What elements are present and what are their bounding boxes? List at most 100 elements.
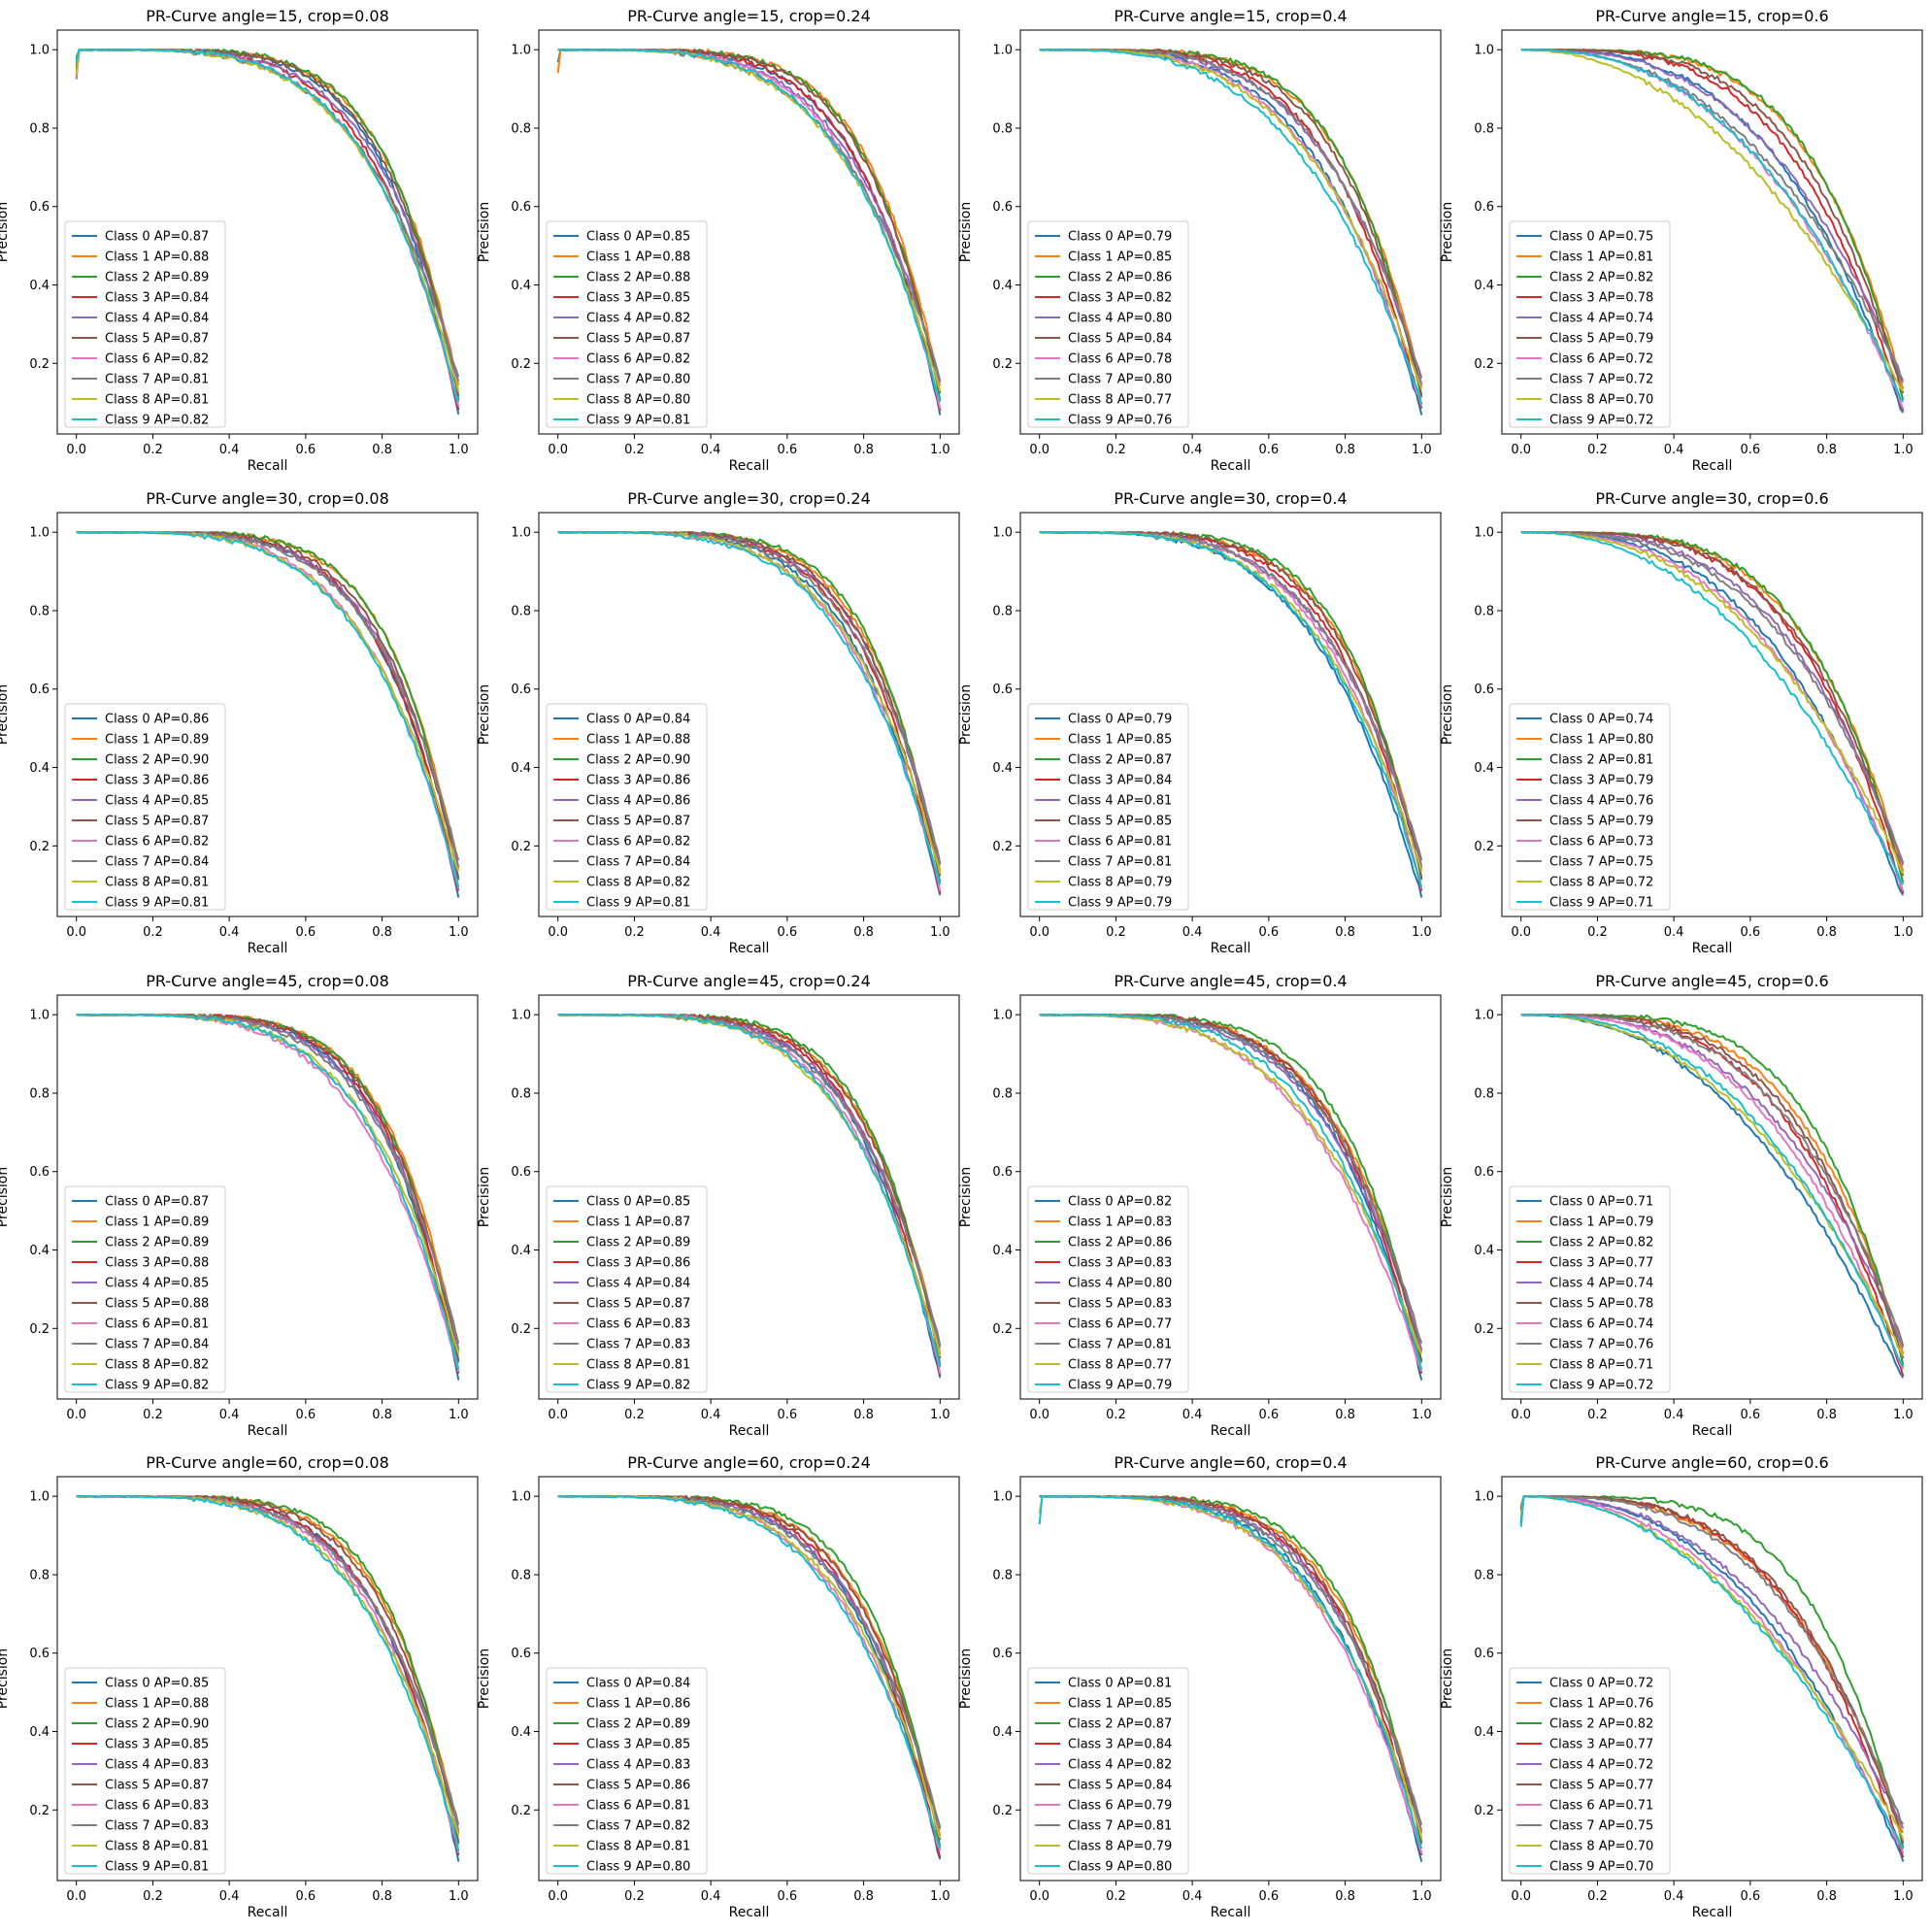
x-tick-label: 0.2 [1587, 443, 1608, 457]
legend-label: Class 2 AP=0.89 [105, 1236, 209, 1250]
y-tick-label: 0.4 [1474, 1244, 1494, 1258]
y-axis-label: Precision [477, 1167, 492, 1227]
legend-label: Class 6 AP=0.81 [586, 1799, 690, 1814]
x-tick-label: 0.0 [548, 443, 568, 457]
legend-label: Class 7 AP=0.76 [1549, 1338, 1653, 1352]
legend: Class 0 AP=0.74 Class 1 AP=0.80 Class 2 AP… [1509, 703, 1671, 911]
legend-label: Class 0 AP=0.85 [105, 1677, 209, 1691]
legend-label: Class 4 AP=0.80 [1068, 312, 1172, 326]
y-tick-label: 1.0 [511, 1490, 531, 1505]
x-tick-label: 0.8 [1816, 443, 1837, 457]
x-tick-label: 0.4 [1182, 443, 1203, 457]
legend-box [64, 703, 226, 911]
curves-group [76, 1013, 460, 1381]
x-axis-label: Recall [1211, 1423, 1251, 1439]
y-tick-label: 1.0 [29, 44, 50, 58]
legend-label: Class 8 AP=0.70 [1549, 393, 1653, 408]
legend-label: Class 1 AP=0.85 [1068, 250, 1172, 265]
y-tick-label: 0.6 [992, 683, 1013, 697]
legend-label: Class 9 AP=0.80 [586, 1860, 690, 1875]
x-tick-label: 0.2 [143, 925, 163, 940]
x-tick-label: 1.0 [449, 1408, 469, 1422]
x-tick-label: 0.6 [1741, 443, 1761, 457]
x-axis-label: Recall [729, 458, 770, 474]
x-tick-label: 0.6 [1741, 1408, 1761, 1422]
y-tick-label: 0.6 [992, 1165, 1013, 1180]
legend-label: Class 1 AP=0.89 [105, 733, 209, 748]
legend-label: Class 8 AP=0.79 [1068, 876, 1172, 890]
curve-class-9 [557, 49, 942, 403]
y-tick-label: 0.8 [992, 1086, 1013, 1101]
y-tick-label: 0.6 [29, 200, 50, 215]
legend-label: Class 1 AP=0.85 [1068, 1697, 1172, 1712]
y-tick-label: 0.2 [511, 1322, 531, 1337]
curves-group [1039, 530, 1423, 898]
legend-label: Class 6 AP=0.81 [1068, 835, 1172, 849]
legend: Class 0 AP=0.86 Class 1 AP=0.89 Class 2 AP… [64, 703, 226, 911]
y-tick-label: 0.6 [511, 683, 531, 697]
y-axis-label: Precision [958, 202, 974, 262]
legend-label: Class 1 AP=0.80 [1549, 733, 1653, 748]
y-tick-label: 0.2 [1474, 357, 1494, 372]
y-tick-label: 0.8 [992, 121, 1013, 136]
x-axis-label: Recall [1692, 941, 1733, 956]
x-tick-label: 0.4 [1664, 925, 1684, 940]
curve-class-9 [1520, 531, 1905, 885]
panel-title: PR-Curve angle=15, crop=0.4 [1114, 7, 1347, 25]
y-tick-label: 0.8 [511, 1086, 531, 1101]
legend-label: Class 8 AP=0.82 [586, 876, 690, 890]
y-tick-label: 0.8 [511, 1568, 531, 1582]
y-tick-label: 0.6 [511, 1647, 531, 1661]
x-tick-label: 0.0 [1511, 1889, 1531, 1904]
x-tick-label: 0.0 [548, 1889, 568, 1904]
panel-title: PR-Curve angle=30, crop=0.24 [627, 489, 871, 508]
x-tick-label: 0.8 [853, 1889, 874, 1904]
curves-group [1520, 531, 1905, 896]
pr-curve-panel: PR-Curve angle=45, crop=0.4 0.0 0.2 0.4 0.6 0… [958, 972, 1442, 1439]
curve-class-9 [75, 48, 460, 403]
x-tick-label: 0.6 [296, 1408, 316, 1422]
x-tick-label: 1.0 [930, 443, 950, 457]
legend-label: Class 0 AP=0.74 [1549, 713, 1653, 727]
legend-label: Class 8 AP=0.77 [1068, 393, 1172, 408]
y-tick-label: 0.2 [1474, 1804, 1494, 1818]
y-tick-label: 0.8 [1474, 1086, 1494, 1101]
y-tick-label: 0.2 [1474, 1322, 1494, 1337]
y-tick-label: 0.4 [511, 279, 531, 293]
x-axis-label: Recall [1211, 941, 1251, 956]
x-tick-label: 1.0 [1893, 1408, 1914, 1422]
legend-label: Class 7 AP=0.72 [1549, 373, 1653, 387]
legend-label: Class 1 AP=0.79 [1549, 1216, 1653, 1230]
legend: Class 0 AP=0.84 Class 1 AP=0.88 Class 2 AP… [546, 703, 708, 911]
legend-label: Class 5 AP=0.84 [1068, 332, 1172, 347]
legend-label: Class 0 AP=0.84 [586, 713, 690, 727]
legend-label: Class 7 AP=0.82 [586, 1819, 690, 1834]
legend-label: Class 0 AP=0.87 [105, 230, 209, 245]
x-tick-label: 0.8 [853, 443, 874, 457]
panel-title: PR-Curve angle=60, crop=0.24 [627, 1453, 871, 1472]
x-tick-label: 0.0 [1029, 1889, 1049, 1904]
legend-box [64, 1185, 226, 1393]
x-tick-label: 0.6 [296, 443, 316, 457]
legend-label: Class 3 AP=0.84 [1068, 1738, 1172, 1752]
y-axis-label: Precision [1440, 1649, 1455, 1709]
x-tick-label: 1.0 [1412, 1408, 1432, 1422]
x-tick-label: 0.0 [66, 1889, 86, 1904]
legend-box [1027, 1667, 1189, 1875]
legend-label: Class 7 AP=0.81 [1068, 855, 1172, 870]
legend-label: Class 5 AP=0.88 [105, 1297, 209, 1312]
x-tick-label: 0.4 [701, 1889, 721, 1904]
legend-label: Class 9 AP=0.79 [1068, 1379, 1172, 1393]
axes-frame [538, 29, 960, 435]
x-tick-label: 0.4 [219, 925, 240, 940]
y-tick-label: 0.2 [511, 1804, 531, 1818]
y-tick-label: 0.6 [29, 1165, 50, 1180]
legend-label: Class 0 AP=0.85 [586, 230, 690, 245]
legend-label: Class 8 AP=0.70 [1549, 1840, 1653, 1854]
y-tick-label: 0.6 [1474, 200, 1494, 215]
legend-label: Class 1 AP=0.88 [586, 250, 690, 265]
x-tick-label: 0.4 [701, 443, 721, 457]
legend-box [546, 220, 708, 428]
y-tick-label: 0.2 [29, 1322, 50, 1337]
x-tick-label: 0.8 [1816, 925, 1837, 940]
